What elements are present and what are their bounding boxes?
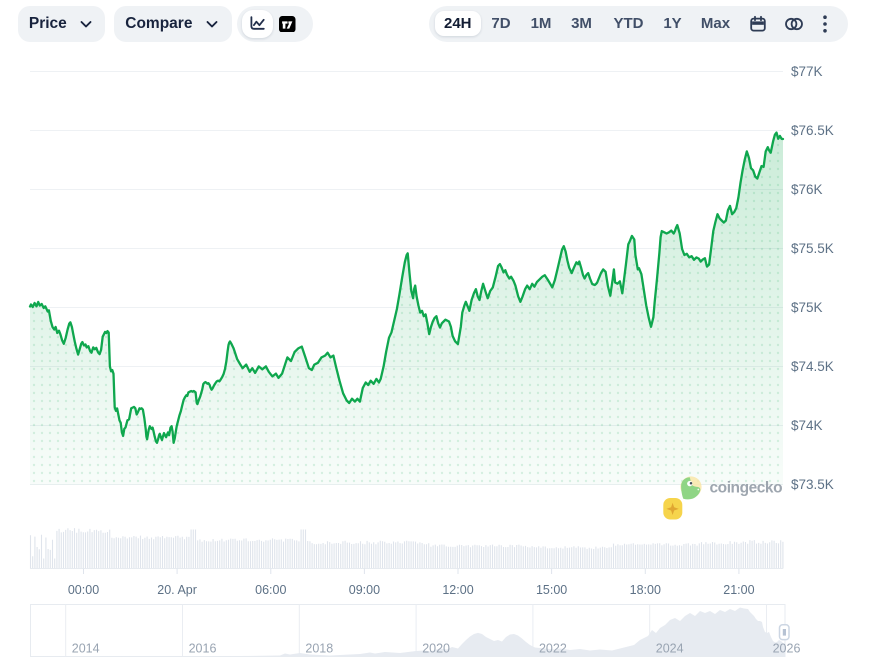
svg-text:$75.5K: $75.5K [791,241,834,256]
svg-text:12:00: 12:00 [442,583,473,597]
svg-text:$74.5K: $74.5K [791,359,834,374]
svg-text:2026: 2026 [773,642,801,656]
svg-text:$73.5K: $73.5K [791,477,834,492]
svg-text:15:00: 15:00 [536,583,567,597]
svg-text:2020: 2020 [422,642,450,656]
svg-text:18:00: 18:00 [630,583,661,597]
svg-text:2018: 2018 [305,642,333,656]
svg-text:21:00: 21:00 [723,583,754,597]
svg-text:2014: 2014 [72,642,100,656]
svg-text:$77K: $77K [791,64,823,79]
svg-text:$75K: $75K [791,300,823,315]
svg-text:$76K: $76K [791,182,823,197]
svg-text:00:00: 00:00 [68,583,99,597]
svg-text:20. Apr: 20. Apr [157,583,197,597]
svg-text:2022: 2022 [539,642,567,656]
svg-text:coingecko: coingecko [710,480,783,497]
svg-text:06:00: 06:00 [255,583,286,597]
svg-text:2024: 2024 [656,642,684,656]
svg-text:$76.5K: $76.5K [791,123,834,138]
svg-text:$74K: $74K [791,418,823,433]
svg-text:09:00: 09:00 [349,583,380,597]
svg-text:2016: 2016 [189,642,217,656]
